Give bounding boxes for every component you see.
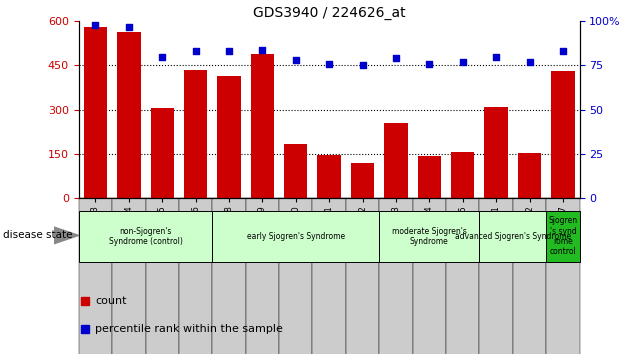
Text: moderate Sjogren's
Syndrome: moderate Sjogren's Syndrome <box>392 227 467 246</box>
Point <box>257 47 267 52</box>
Polygon shape <box>54 227 79 244</box>
FancyBboxPatch shape <box>312 198 346 354</box>
FancyBboxPatch shape <box>513 198 546 354</box>
Point <box>358 63 368 68</box>
FancyBboxPatch shape <box>279 198 312 354</box>
FancyBboxPatch shape <box>112 198 146 354</box>
Bar <box>518 153 541 198</box>
Bar <box>551 72 575 198</box>
Bar <box>184 70 207 198</box>
Bar <box>284 144 307 198</box>
Text: advanced Sjogren's Syndrome: advanced Sjogren's Syndrome <box>455 232 571 241</box>
FancyBboxPatch shape <box>246 198 279 354</box>
FancyBboxPatch shape <box>212 198 246 354</box>
FancyBboxPatch shape <box>546 211 580 262</box>
Text: count: count <box>95 296 127 306</box>
FancyBboxPatch shape <box>479 211 546 262</box>
Text: early Sjogren's Syndrome: early Sjogren's Syndrome <box>247 232 345 241</box>
FancyBboxPatch shape <box>413 198 446 354</box>
Title: GDS3940 / 224626_at: GDS3940 / 224626_at <box>253 6 406 20</box>
FancyBboxPatch shape <box>379 211 479 262</box>
Text: disease state: disease state <box>3 230 72 240</box>
Bar <box>384 123 408 198</box>
Text: Sjogren
's synd
rome
control: Sjogren 's synd rome control <box>548 216 578 256</box>
Bar <box>117 32 140 198</box>
FancyBboxPatch shape <box>146 198 179 354</box>
FancyBboxPatch shape <box>79 198 112 354</box>
FancyBboxPatch shape <box>546 198 580 354</box>
Point <box>391 56 401 61</box>
Bar <box>484 107 508 198</box>
FancyBboxPatch shape <box>479 198 513 354</box>
Text: non-Sjogren's
Syndrome (control): non-Sjogren's Syndrome (control) <box>108 227 183 246</box>
Point <box>290 57 301 63</box>
FancyBboxPatch shape <box>346 198 379 354</box>
Text: percentile rank within the sample: percentile rank within the sample <box>95 324 283 334</box>
Point <box>524 59 534 65</box>
Bar <box>418 156 441 198</box>
FancyBboxPatch shape <box>446 198 479 354</box>
Point <box>123 24 134 29</box>
Point <box>457 59 467 65</box>
Bar <box>318 155 341 198</box>
Point <box>158 54 168 59</box>
Point <box>491 54 501 59</box>
Point <box>324 61 334 67</box>
Bar <box>351 163 374 198</box>
Point <box>558 48 568 54</box>
Bar <box>84 27 107 198</box>
Point <box>224 48 234 54</box>
Point <box>425 61 435 67</box>
Bar <box>451 152 474 198</box>
Bar <box>151 108 174 198</box>
Bar <box>251 54 274 198</box>
Point <box>91 22 101 28</box>
FancyBboxPatch shape <box>79 211 212 262</box>
FancyBboxPatch shape <box>379 198 413 354</box>
FancyBboxPatch shape <box>212 211 379 262</box>
Point <box>190 48 200 54</box>
FancyBboxPatch shape <box>179 198 212 354</box>
Bar <box>217 76 241 198</box>
